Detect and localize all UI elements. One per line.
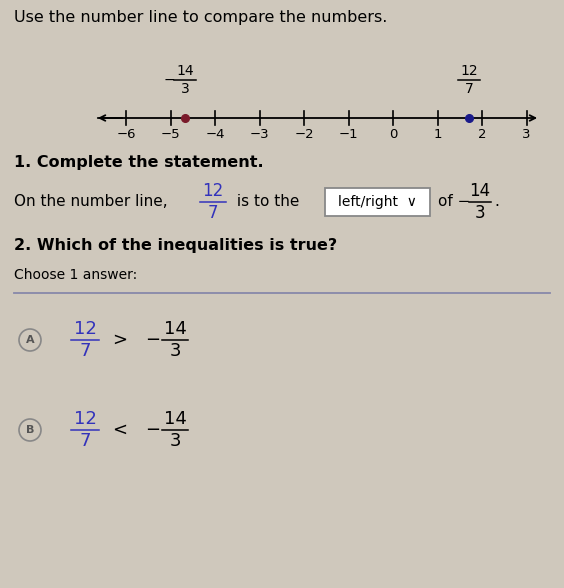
Text: Choose 1 answer:: Choose 1 answer: — [14, 268, 137, 282]
Text: 12: 12 — [73, 410, 96, 428]
Text: 0: 0 — [389, 128, 397, 141]
Text: 1. Complete the statement.: 1. Complete the statement. — [14, 155, 263, 170]
Text: 7: 7 — [465, 82, 474, 96]
Text: 3: 3 — [475, 204, 485, 222]
Text: left/right  ∨: left/right ∨ — [338, 195, 417, 209]
Text: −6: −6 — [116, 128, 136, 141]
FancyBboxPatch shape — [325, 188, 430, 216]
Text: 2. Which of the inequalities is true?: 2. Which of the inequalities is true? — [14, 238, 337, 253]
Text: 7: 7 — [80, 342, 91, 360]
Text: of −: of − — [438, 195, 470, 209]
Text: >: > — [112, 331, 127, 349]
Text: 14: 14 — [164, 320, 187, 338]
Text: −4: −4 — [205, 128, 225, 141]
Text: is to the: is to the — [232, 195, 299, 209]
Text: −2: −2 — [294, 128, 314, 141]
Text: −: − — [164, 73, 175, 87]
Text: 14: 14 — [164, 410, 187, 428]
Text: 2: 2 — [478, 128, 486, 141]
Text: 1: 1 — [433, 128, 442, 141]
Text: 14: 14 — [469, 182, 491, 200]
Text: Use the number line to compare the numbers.: Use the number line to compare the numbe… — [14, 10, 387, 25]
Text: −: − — [145, 421, 160, 439]
Text: <: < — [112, 421, 127, 439]
Text: −: − — [145, 331, 160, 349]
Text: −3: −3 — [250, 128, 270, 141]
Text: .: . — [494, 195, 499, 209]
Text: 3: 3 — [522, 128, 531, 141]
Text: 12: 12 — [461, 64, 478, 78]
Text: B: B — [26, 425, 34, 435]
Text: On the number line,: On the number line, — [14, 195, 168, 209]
Text: 14: 14 — [177, 64, 194, 78]
Text: 3: 3 — [169, 432, 180, 450]
Text: 12: 12 — [73, 320, 96, 338]
Text: 3: 3 — [181, 82, 190, 96]
Text: 12: 12 — [202, 182, 223, 200]
Text: 3: 3 — [169, 342, 180, 360]
Text: 7: 7 — [208, 204, 218, 222]
Text: A: A — [26, 335, 34, 345]
Text: −5: −5 — [161, 128, 180, 141]
Text: −1: −1 — [339, 128, 359, 141]
Text: 7: 7 — [80, 432, 91, 450]
